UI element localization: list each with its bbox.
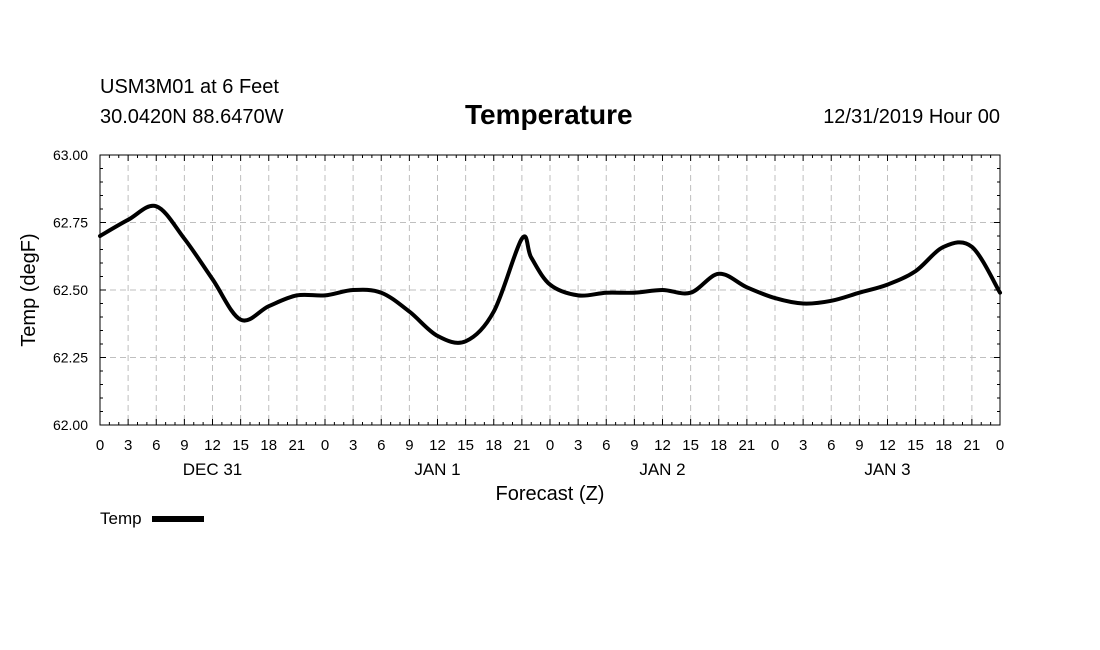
x-tick-label: 21: [964, 437, 981, 454]
x-tick-label: 18: [260, 437, 277, 454]
x-tick-label: 18: [485, 437, 502, 454]
x-tick-label: 6: [602, 437, 610, 454]
x-tick-label: 3: [574, 437, 582, 454]
x-tick-label: 12: [429, 437, 446, 454]
x-tick-label: 3: [349, 437, 357, 454]
y-tick-label: 62.00: [53, 417, 88, 433]
y-tick-label: 63.00: [53, 147, 88, 163]
x-tick-label: 18: [935, 437, 952, 454]
x-tick-label: 12: [654, 437, 671, 454]
x-tick-label: 21: [514, 437, 531, 454]
day-label: JAN 3: [864, 460, 910, 479]
x-tick-label: 0: [96, 437, 104, 454]
x-tick-label: 15: [682, 437, 699, 454]
x-tick-label: 3: [124, 437, 132, 454]
x-tick-label: 21: [739, 437, 756, 454]
grid: [100, 155, 1000, 425]
x-tick-label: 0: [996, 437, 1004, 454]
x-tick-label: 12: [204, 437, 221, 454]
day-label: JAN 2: [639, 460, 685, 479]
series-layer: [98, 203, 1002, 345]
x-tick-label: 9: [180, 437, 188, 454]
x-tick-label: 3: [799, 437, 807, 454]
y-tick-label: 62.75: [53, 215, 88, 231]
legend-label: Temp: [100, 509, 142, 528]
day-label: JAN 1: [414, 460, 460, 479]
x-axis-label: Forecast (Z): [496, 483, 605, 505]
x-tick-label: 21: [289, 437, 306, 454]
x-tick-label: 6: [152, 437, 160, 454]
x-tick-label: 9: [405, 437, 413, 454]
x-tick-label: 15: [232, 437, 249, 454]
station-label: USM3M01 at 6 Feet: [100, 76, 279, 98]
y-tick-label: 62.25: [53, 350, 88, 366]
legend-swatch: [151, 516, 204, 522]
x-tick-label: 6: [827, 437, 835, 454]
series-line-temp: [98, 203, 1002, 345]
coordinates-label: 30.0420N 88.6470W: [100, 106, 284, 128]
y-axis-label: Temp (degF): [18, 233, 40, 346]
y-tick-label: 62.50: [53, 282, 88, 298]
x-tick-label: 15: [907, 437, 924, 454]
x-tick-label: 9: [630, 437, 638, 454]
x-tick-label: 18: [710, 437, 727, 454]
x-tick-label: 9: [855, 437, 863, 454]
x-tick-label: 12: [879, 437, 896, 454]
legend: Temp: [100, 509, 204, 529]
x-tick-label: 15: [457, 437, 474, 454]
chart-title: Temperature: [465, 99, 633, 130]
x-tick-label: 0: [771, 437, 779, 454]
x-tick-label: 6: [377, 437, 385, 454]
day-label: DEC 31: [183, 460, 243, 479]
axes: 0 3 6 9 12 15 18 21 0 3 6 9 12 15 18 21 0 3 6 9 12 15 18 21 0 3 6 9…: [18, 147, 1004, 505]
x-tick-label: 0: [546, 437, 554, 454]
x-tick-label: 0: [321, 437, 329, 454]
forecast-date-label: 12/31/2019 Hour 00: [823, 106, 1000, 128]
